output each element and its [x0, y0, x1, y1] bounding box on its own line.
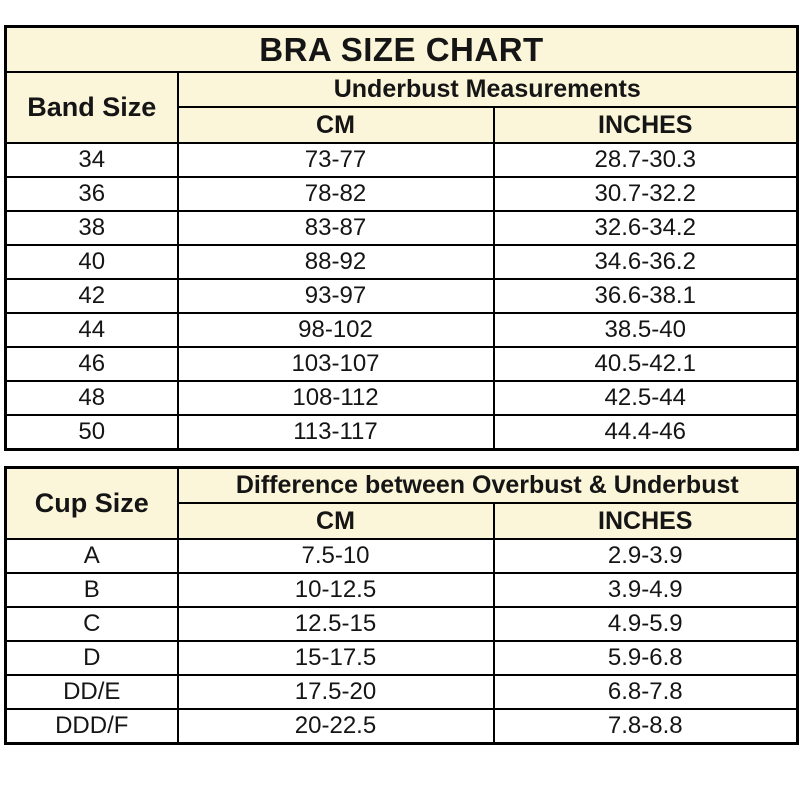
bra-size-chart-page: BRA SIZE CHART Band Size Underbust Measu…: [4, 25, 800, 745]
band-cm-range: 113-117: [176, 414, 495, 451]
band-inches-range: 32.6-34.2: [492, 210, 799, 246]
band-size-table: BRA SIZE CHART Band Size Underbust Measu…: [4, 25, 799, 451]
cup-table-row: C 12.5-15 4.9-5.9: [4, 606, 799, 642]
difference-overbust-underbust-header: Difference between Overbust & Underbust: [176, 466, 799, 504]
band-size-value: 44: [4, 312, 179, 348]
band-table-row: 34 73-77 28.7-30.3: [4, 142, 799, 178]
band-size-value: 50: [4, 414, 179, 451]
cup-cm-range: 7.5-10: [176, 538, 495, 574]
underbust-measurements-header: Underbust Measurements: [176, 71, 799, 108]
band-cm-range: 98-102: [176, 312, 495, 348]
band-cm-range: 78-82: [176, 176, 495, 212]
band-size-value: 40: [4, 244, 179, 280]
band-size-value: 36: [4, 176, 179, 212]
band-table-row: 42 93-97 36.6-38.1: [4, 278, 799, 314]
band-cm-range: 73-77: [176, 142, 495, 178]
cup-cm-range: 12.5-15: [176, 606, 495, 642]
band-inches-range: 28.7-30.3: [492, 142, 799, 178]
cup-size-value: D: [4, 640, 179, 676]
cup-inches-range: 4.9-5.9: [492, 606, 799, 642]
cup-inches-range: 2.9-3.9: [492, 538, 799, 574]
cup-size-header: Cup Size: [4, 466, 179, 540]
band-inches-range: 44.4-46: [492, 414, 799, 451]
table-gap: [4, 451, 796, 466]
band-inches-column-header: INCHES: [492, 106, 799, 144]
band-cm-column-header: CM: [176, 106, 495, 144]
band-size-header: Band Size: [4, 71, 179, 144]
cup-inches-range: 6.8-7.8: [492, 674, 799, 710]
cup-table-group-header-row: Cup Size Difference between Overbust & U…: [4, 466, 799, 540]
cup-size-value: C: [4, 606, 179, 642]
band-size-value: 34: [4, 142, 179, 178]
band-size-value: 46: [4, 346, 179, 382]
band-cm-range: 103-107: [176, 346, 495, 382]
cup-table-row: B 10-12.5 3.9-4.9: [4, 572, 799, 608]
band-size-value: 48: [4, 380, 179, 416]
band-table-row: 48 108-112 42.5-44: [4, 380, 799, 416]
cup-table-row: DDD/F 20-22.5 7.8-8.8: [4, 708, 799, 745]
band-cm-range: 83-87: [176, 210, 495, 246]
band-table-row: 44 98-102 38.5-40: [4, 312, 799, 348]
cup-table-row: DD/E 17.5-20 6.8-7.8: [4, 674, 799, 710]
cup-size-table: Cup Size Difference between Overbust & U…: [4, 466, 800, 745]
band-table-row: 40 88-92 34.6-36.2: [4, 244, 799, 280]
band-table-row: 38 83-87 32.6-34.2: [4, 210, 799, 246]
cup-inches-range: 3.9-4.9: [492, 572, 799, 608]
band-inches-range: 36.6-38.1: [492, 278, 799, 314]
band-cm-range: 88-92: [176, 244, 495, 280]
cup-size-value: DD/E: [4, 674, 179, 710]
band-table-row: 50 113-117 44.4-46: [4, 414, 799, 451]
cup-size-value: B: [4, 572, 179, 608]
cup-table-row: D 15-17.5 5.9-6.8: [4, 640, 799, 676]
cup-cm-range: 10-12.5: [176, 572, 495, 608]
cup-size-value: DDD/F: [4, 708, 179, 745]
band-table-row: 46 103-107 40.5-42.1: [4, 346, 799, 382]
cup-table-row: A 7.5-10 2.9-3.9: [4, 538, 799, 574]
cup-inches-range: 5.9-6.8: [492, 640, 799, 676]
band-table-row: 36 78-82 30.7-32.2: [4, 176, 799, 212]
band-inches-range: 30.7-32.2: [492, 176, 799, 212]
cup-size-value: A: [4, 538, 179, 574]
band-cm-range: 93-97: [176, 278, 495, 314]
band-inches-range: 34.6-36.2: [492, 244, 799, 280]
band-table-group-header-row: Band Size Underbust Measurements: [4, 71, 799, 144]
cup-inches-range: 7.8-8.8: [492, 708, 799, 745]
band-size-value: 42: [4, 278, 179, 314]
cup-cm-range: 15-17.5: [176, 640, 495, 676]
band-inches-range: 40.5-42.1: [492, 346, 799, 382]
band-inches-range: 38.5-40: [492, 312, 799, 348]
chart-title: BRA SIZE CHART: [4, 25, 799, 73]
cup-cm-range: 20-22.5: [176, 708, 495, 745]
cup-table-subheader-row: CM INCHES: [6, 502, 799, 540]
cup-cm-range: 17.5-20: [176, 674, 495, 710]
cup-inches-column-header: INCHES: [492, 502, 799, 540]
band-size-value: 38: [4, 210, 179, 246]
band-table-subheader-row: CM INCHES: [6, 106, 799, 144]
cup-cm-column-header: CM: [176, 502, 495, 540]
chart-title-row: BRA SIZE CHART: [4, 25, 799, 73]
band-cm-range: 108-112: [176, 380, 495, 416]
band-inches-range: 42.5-44: [492, 380, 799, 416]
